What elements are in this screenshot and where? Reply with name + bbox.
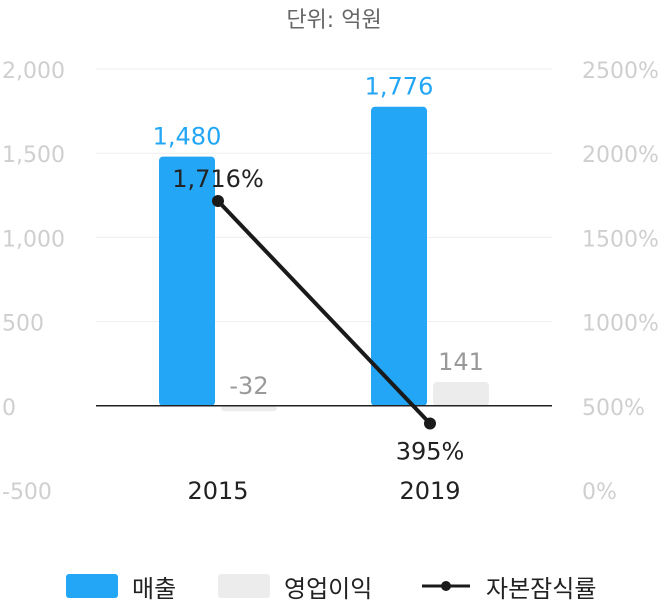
bar-revenue bbox=[371, 106, 427, 406]
legend-label-capital-ratio: 자본잠식률 bbox=[486, 574, 597, 603]
data-label-operating-profit: -32 bbox=[229, 372, 268, 400]
y-tick-label: 2,000 bbox=[2, 59, 65, 84]
y2-tick-label: 0% bbox=[582, 480, 617, 505]
legend-label-revenue: 매출 bbox=[132, 574, 177, 603]
legend-line-marker bbox=[422, 581, 470, 591]
unit-label: 단위: 억원 bbox=[286, 8, 382, 33]
x-tick-label: 2015 bbox=[187, 477, 248, 505]
bar-operating-profit bbox=[433, 382, 489, 406]
x-tick-label: 2019 bbox=[399, 477, 460, 505]
line-capital-ratio bbox=[216, 199, 432, 425]
bar-revenue bbox=[159, 156, 215, 406]
y-tick-label: 500 bbox=[2, 312, 44, 337]
y-tick-label: -500 bbox=[2, 480, 52, 505]
y-tick-label: 0 bbox=[2, 396, 16, 421]
legend-item-revenue[interactable]: 매출 bbox=[66, 566, 176, 606]
data-label-revenue: 1,480 bbox=[153, 123, 222, 151]
legend-item-operating-profit[interactable]: 영업이익 bbox=[218, 566, 372, 606]
legend-swatch-operating-profit bbox=[218, 574, 270, 598]
y-tick-label: 1,000 bbox=[2, 227, 65, 252]
legend-label-operating-profit: 영업이익 bbox=[284, 574, 373, 603]
data-label-capital-ratio: 1,716% bbox=[172, 165, 264, 193]
data-label-revenue: 1,776 bbox=[365, 73, 434, 101]
legend-swatch-revenue bbox=[66, 574, 118, 598]
data-label-operating-profit: 141 bbox=[438, 348, 484, 376]
y2-tick-label: 1500% bbox=[582, 227, 659, 252]
bar-operating-profit bbox=[221, 405, 277, 412]
data-label-capital-ratio: 395% bbox=[396, 437, 465, 465]
point-capital-ratio bbox=[212, 195, 224, 208]
y-tick-label: 1,500 bbox=[2, 143, 65, 168]
point-capital-ratio bbox=[424, 417, 436, 430]
y2-tick-label: 2500% bbox=[582, 59, 659, 84]
chart-legend: 매출 영업이익 자본잠식률 bbox=[0, 566, 668, 606]
legend-item-capital-ratio[interactable]: 자본잠식률 bbox=[420, 566, 596, 606]
y2-tick-label: 500% bbox=[582, 396, 645, 421]
y2-tick-label: 1000% bbox=[582, 312, 659, 337]
y2-tick-label: 2000% bbox=[582, 143, 659, 168]
